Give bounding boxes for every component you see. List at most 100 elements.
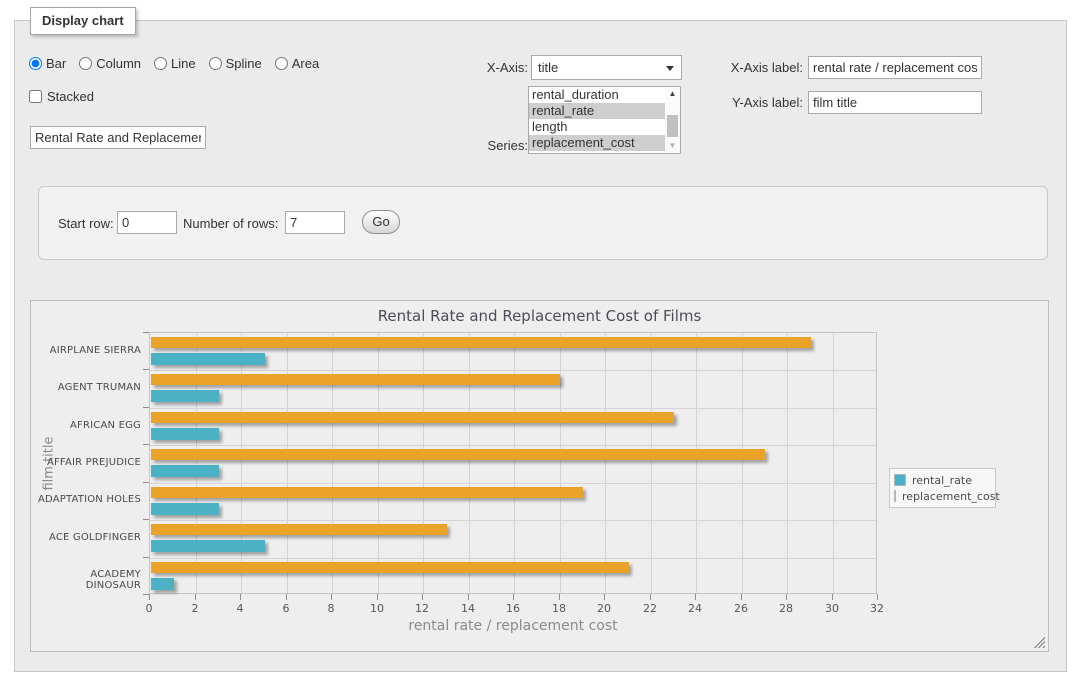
bar-replacement_cost-5 [151,524,447,535]
grid-line-vertical [469,333,470,593]
resize-handle-icon[interactable] [1033,636,1045,648]
grid-line-vertical [514,333,515,593]
grid-line-vertical [787,333,788,593]
chart-type-radio-area[interactable] [275,57,288,70]
go-button[interactable]: Go [362,210,400,234]
chart-container: Rental Rate and Replacement Cost of Film… [30,300,1049,652]
bar-rental_rate-6 [151,578,174,590]
x-tick-mark [149,594,150,600]
x-tick-mark [286,594,287,600]
start-row-field[interactable] [117,211,177,234]
chart-type-option-spline[interactable]: Spline [209,56,262,71]
chart-type-radio-line[interactable] [154,57,167,70]
bar-rental_rate-3 [151,465,219,477]
bar-rental_rate-4 [151,503,219,515]
x-tick-label: 24 [678,602,712,615]
bar-replacement_cost-3 [151,449,765,460]
x-tick-mark [877,594,878,600]
plot-area [149,332,877,594]
series-select-label: Series: [430,138,528,153]
chart-type-radio-label: Spline [226,56,262,71]
series-option-rental_rate[interactable]: rental_rate [529,103,665,119]
num-rows-label: Number of rows: [183,216,278,231]
y-tick-mark [143,557,149,558]
chart-type-radio-spline[interactable] [209,57,222,70]
chart-type-radio-label: Area [292,56,319,71]
y-axis-label-field-label: Y-Axis label: [700,95,803,110]
chart-type-option-line[interactable]: Line [154,56,196,71]
x-tick-mark [422,594,423,600]
bar-rental_rate-1 [151,390,219,402]
num-rows-field[interactable] [285,211,345,234]
y-tick-mark [143,482,149,483]
series-listbox[interactable]: rental_durationrental_ratelengthreplacem… [528,86,681,154]
series-option-replacement_cost[interactable]: replacement_cost [529,135,665,151]
grid-line-vertical [196,333,197,593]
y-tick-mark [143,369,149,370]
x-tick-mark [331,594,332,600]
series-option-length[interactable]: length [529,119,665,135]
y-axis-label-field[interactable] [808,91,982,114]
grid-line-vertical [605,333,606,593]
grid-line-vertical [378,333,379,593]
x-tick-label: 18 [542,602,576,615]
grid-line-vertical [241,333,242,593]
x-tick-label: 8 [314,602,348,615]
x-tick-mark [695,594,696,600]
x-axis-select-label: X-Axis: [430,60,528,75]
scrollbar-thumb[interactable] [667,115,678,137]
chart-title-input[interactable] [30,126,206,149]
chart-type-option-column[interactable]: Column [79,56,141,71]
x-tick-mark [195,594,196,600]
x-tick-label: 28 [769,602,803,615]
x-tick-mark [468,594,469,600]
x-tick-mark [377,594,378,600]
x-tick-label: 14 [451,602,485,615]
bar-rental_rate-0 [151,353,265,365]
chart-type-radio-bar[interactable] [29,57,42,70]
x-axis-select-value: title [538,60,558,75]
chart-type-radio-group: Bar Column Line Spline Area [29,56,319,71]
x-axis-select[interactable]: title [531,55,682,80]
legend-entry-replacement_cost: replacement_cost [894,488,991,504]
legend-label: replacement_cost [902,490,1000,503]
grid-line-horizontal [150,370,876,371]
x-tick-label: 6 [269,602,303,615]
series-option-rental_duration[interactable]: rental_duration [529,87,665,103]
x-axis-label-field-label: X-Axis label: [700,60,803,75]
x-tick-label: 10 [360,602,394,615]
chart-type-radio-label: Line [171,56,196,71]
x-tick-mark [832,594,833,600]
category-label: ACADEMY DINOSAUR [35,569,141,591]
chart-title: Rental Rate and Replacement Cost of Film… [31,307,1048,325]
y-tick-mark [143,444,149,445]
x-tick-label: 0 [132,602,166,615]
chart-type-option-area[interactable]: Area [275,56,319,71]
listbox-scrollbar[interactable]: ▲ ▼ [665,87,680,153]
chart-type-option-bar[interactable]: Bar [29,56,66,71]
legend-label: rental_rate [912,474,972,487]
chart-type-radio-label: Bar [46,56,66,71]
y-tick-mark [143,519,149,520]
chart-type-radio-column[interactable] [79,57,92,70]
grid-line-vertical [423,333,424,593]
legend-swatch-replacement_cost [894,490,896,502]
y-tick-mark [143,407,149,408]
series-options: rental_durationrental_ratelengthreplacem… [529,87,665,153]
x-tick-label: 4 [223,602,257,615]
bar-replacement_cost-6 [151,562,629,573]
x-tick-label: 12 [405,602,439,615]
stacked-label: Stacked [47,89,94,104]
stacked-checkbox[interactable] [29,90,42,103]
category-label: AFFAIR PREJUDICE [35,457,141,468]
x-tick-mark [786,594,787,600]
bar-replacement_cost-0 [151,337,811,348]
scroll-up-icon[interactable]: ▲ [665,87,680,101]
grid-line-vertical [287,333,288,593]
stacked-option[interactable]: Stacked [29,89,94,104]
category-label: ADAPTATION HOLES [35,494,141,505]
x-axis-label-field[interactable] [808,56,982,79]
grid-line-vertical [332,333,333,593]
scroll-down-icon[interactable]: ▼ [665,139,680,153]
grid-line-horizontal [150,520,876,521]
